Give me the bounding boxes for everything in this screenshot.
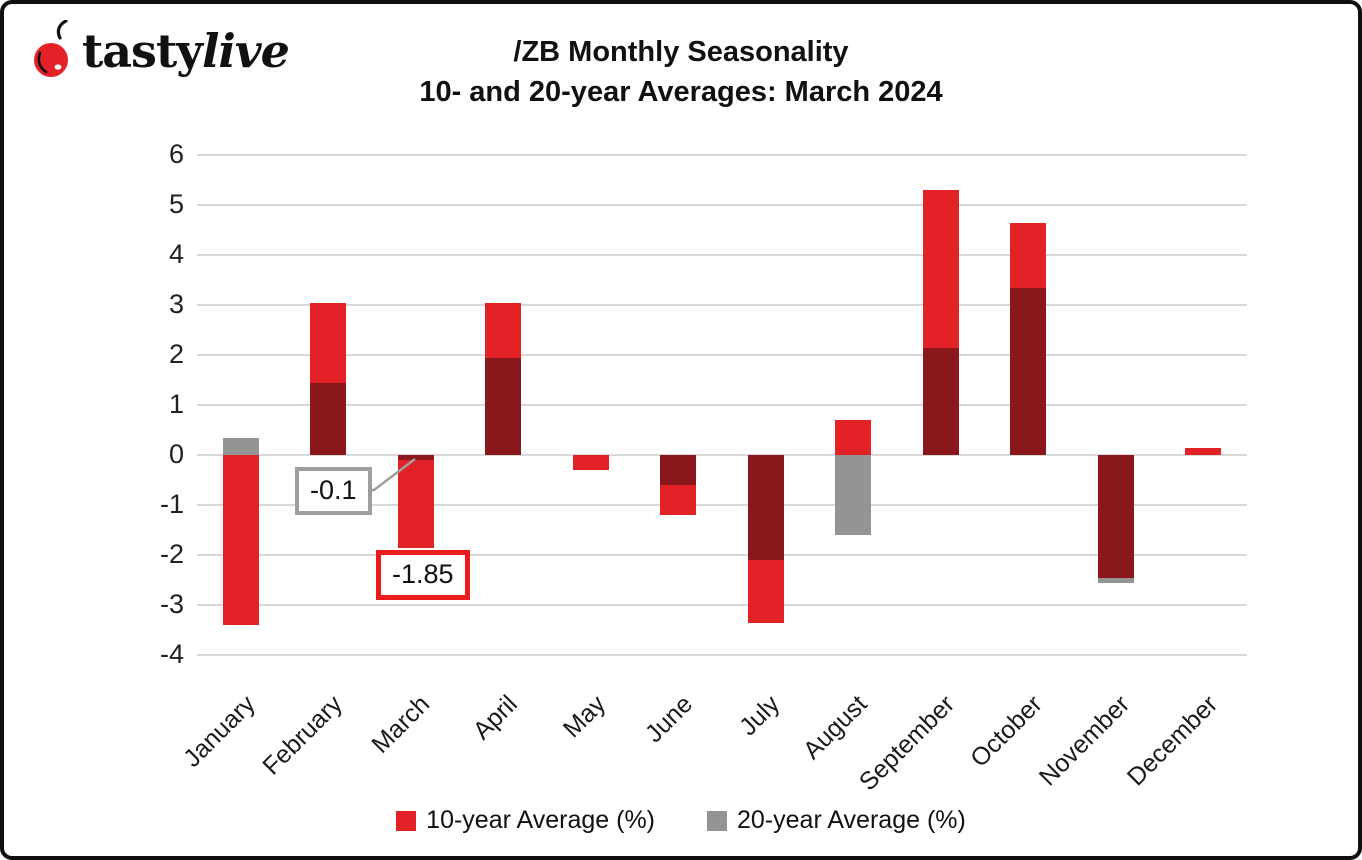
- y-tick-label: 0: [168, 439, 184, 469]
- x-axis-label-february: February: [257, 690, 349, 781]
- bar-10yr-march: [397, 460, 434, 548]
- legend-swatch-20yr: [707, 810, 727, 831]
- bar-10yr-august: [835, 420, 872, 455]
- x-axis-label-july: July: [734, 690, 786, 742]
- plot-area: [197, 154, 1247, 656]
- bar-overlap-october: [1010, 287, 1047, 455]
- bar-10yr-july: [747, 560, 784, 623]
- y-tick-label: 1: [168, 389, 184, 419]
- x-axis-label-september: September: [854, 690, 961, 797]
- bar-overlap-march: [397, 455, 434, 460]
- legend-label-20yr: 20-year Average (%): [737, 806, 966, 834]
- bar-overlap-june: [660, 455, 697, 485]
- y-tick-label: 2: [168, 339, 184, 369]
- gridline: [197, 554, 1247, 556]
- legend-label-10yr: 10-year Average (%): [426, 806, 655, 834]
- bar-10yr-january: [222, 455, 259, 625]
- gridline: [197, 204, 1247, 206]
- chart-title-line1: /ZB Monthly Seasonality: [513, 36, 849, 68]
- x-axis-label-january: January: [177, 690, 261, 773]
- y-tick-label: -4: [159, 639, 184, 669]
- bar-10yr-september: [922, 190, 959, 348]
- brand-text: tastylive: [82, 28, 290, 74]
- gridline: [197, 254, 1247, 256]
- gridline: [197, 354, 1247, 356]
- x-axis-label-november: November: [1034, 690, 1136, 792]
- bar-20yr-august: [835, 455, 872, 535]
- x-axis-label-december: December: [1121, 690, 1224, 792]
- bar-10yr-february: [310, 302, 347, 383]
- gridline: [197, 304, 1247, 306]
- brand-tasty: tasty: [82, 24, 203, 78]
- x-axis-label-april: April: [467, 690, 524, 746]
- y-tick-label: 4: [168, 239, 184, 269]
- bar-10yr-december: [1185, 447, 1222, 455]
- gridline: [197, 454, 1247, 456]
- annotation-box-10yr-march: -1.85: [376, 550, 470, 600]
- legend-item-20yr: 20-year Average (%): [707, 806, 966, 835]
- bar-overlap-september: [922, 347, 959, 455]
- bar-overlap-april: [485, 357, 522, 455]
- chart-title-line2: 10- and 20-year Averages: March 2024: [419, 76, 943, 108]
- x-axis-label-may: May: [557, 690, 611, 744]
- brand-live: live: [201, 24, 290, 78]
- y-tick-label: -1: [159, 489, 184, 519]
- y-tick-label: 3: [168, 289, 184, 319]
- annotation-box-20yr-march: -0.1: [295, 467, 372, 515]
- legend-item-10yr: 10-year Average (%): [396, 806, 655, 835]
- gridline: [197, 154, 1247, 156]
- bar-10yr-october: [1010, 222, 1047, 288]
- bar-overlap-november: [1097, 455, 1134, 578]
- bar-10yr-may: [572, 455, 609, 470]
- gridline: [197, 504, 1247, 506]
- x-axis-label-march: March: [366, 690, 436, 759]
- chart-title: /ZB Monthly Seasonality 10- and 20-year …: [4, 32, 1358, 112]
- x-axis-label-june: June: [639, 690, 699, 749]
- gridline: [197, 654, 1247, 656]
- y-tick-label: 6: [168, 139, 184, 169]
- bar-20yr-january: [222, 437, 259, 455]
- cherry-icon: [26, 20, 76, 82]
- bar-10yr-april: [485, 302, 522, 358]
- y-tick-label: -3: [159, 589, 184, 619]
- gridline: [197, 604, 1247, 606]
- bar-overlap-july: [747, 455, 784, 560]
- bar-overlap-february: [310, 382, 347, 455]
- legend-swatch-10yr: [396, 810, 417, 831]
- y-tick-label: -2: [159, 539, 184, 569]
- legend: 10-year Average (%) 20-year Average (%): [4, 806, 1358, 835]
- bar-10yr-june: [660, 485, 697, 515]
- y-tick-label: 5: [168, 189, 184, 219]
- x-axis-label-august: August: [798, 690, 874, 765]
- gridline: [197, 404, 1247, 406]
- tastylive-logo: tastylive: [26, 20, 290, 82]
- x-axis-label-october: October: [965, 690, 1049, 773]
- bar-20yr-november: [1097, 577, 1134, 583]
